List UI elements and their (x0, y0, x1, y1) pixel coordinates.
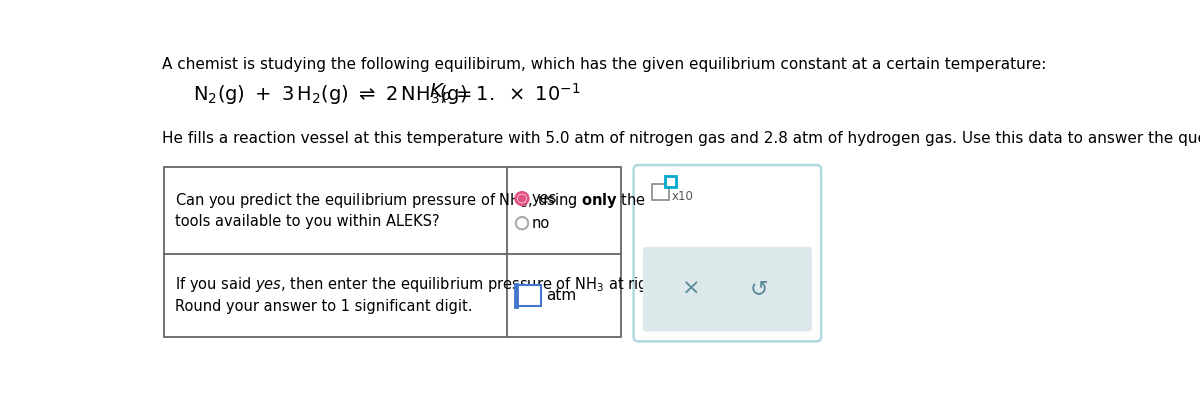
Bar (164, 167, 622, 337)
Text: If you said $\mathit{yes}$, then enter the equilibrium pressure of $\mathrm{NH_3: If you said $\mathit{yes}$, then enter t… (175, 275, 667, 294)
Text: atm: atm (546, 288, 576, 303)
Text: ↺: ↺ (750, 279, 769, 299)
Bar (653, 184, 670, 200)
Text: $= 1.\ \times\ 10^{-1}$: $= 1.\ \times\ 10^{-1}$ (452, 83, 581, 105)
Circle shape (516, 217, 528, 229)
Text: yes: yes (532, 191, 558, 206)
FancyBboxPatch shape (634, 165, 821, 341)
Circle shape (516, 192, 528, 205)
Text: $\mathrm{N_2(g)\ +\ 3\,H_2(g)\ \rightleftharpoons\ 2\,NH_3(g)}$: $\mathrm{N_2(g)\ +\ 3\,H_2(g)\ \rightlef… (193, 83, 467, 106)
Text: no: no (532, 216, 551, 231)
FancyBboxPatch shape (643, 247, 812, 332)
Text: Can you predict the equilibrium pressure of $\mathrm{NH_3}$, using $\mathbf{only: Can you predict the equilibrium pressure… (175, 190, 646, 210)
Text: ×: × (683, 279, 701, 299)
Text: x10: x10 (672, 190, 694, 203)
Text: Round your answer to 1 significant digit.: Round your answer to 1 significant digit… (175, 299, 473, 314)
Text: tools available to you within ALEKS?: tools available to you within ALEKS? (175, 214, 439, 229)
Bar (516, 285, 540, 306)
Text: $\mathit{K}_{\mathit{p}}$: $\mathit{K}_{\mathit{p}}$ (430, 82, 452, 106)
Bar (665, 176, 677, 186)
Text: He fills a reaction vessel at this temperature with 5.0 atm of nitrogen gas and : He fills a reaction vessel at this tempe… (162, 131, 1200, 146)
Text: A chemist is studying the following equilibirum, which has the given equilibrium: A chemist is studying the following equi… (162, 57, 1046, 72)
Circle shape (518, 195, 526, 202)
